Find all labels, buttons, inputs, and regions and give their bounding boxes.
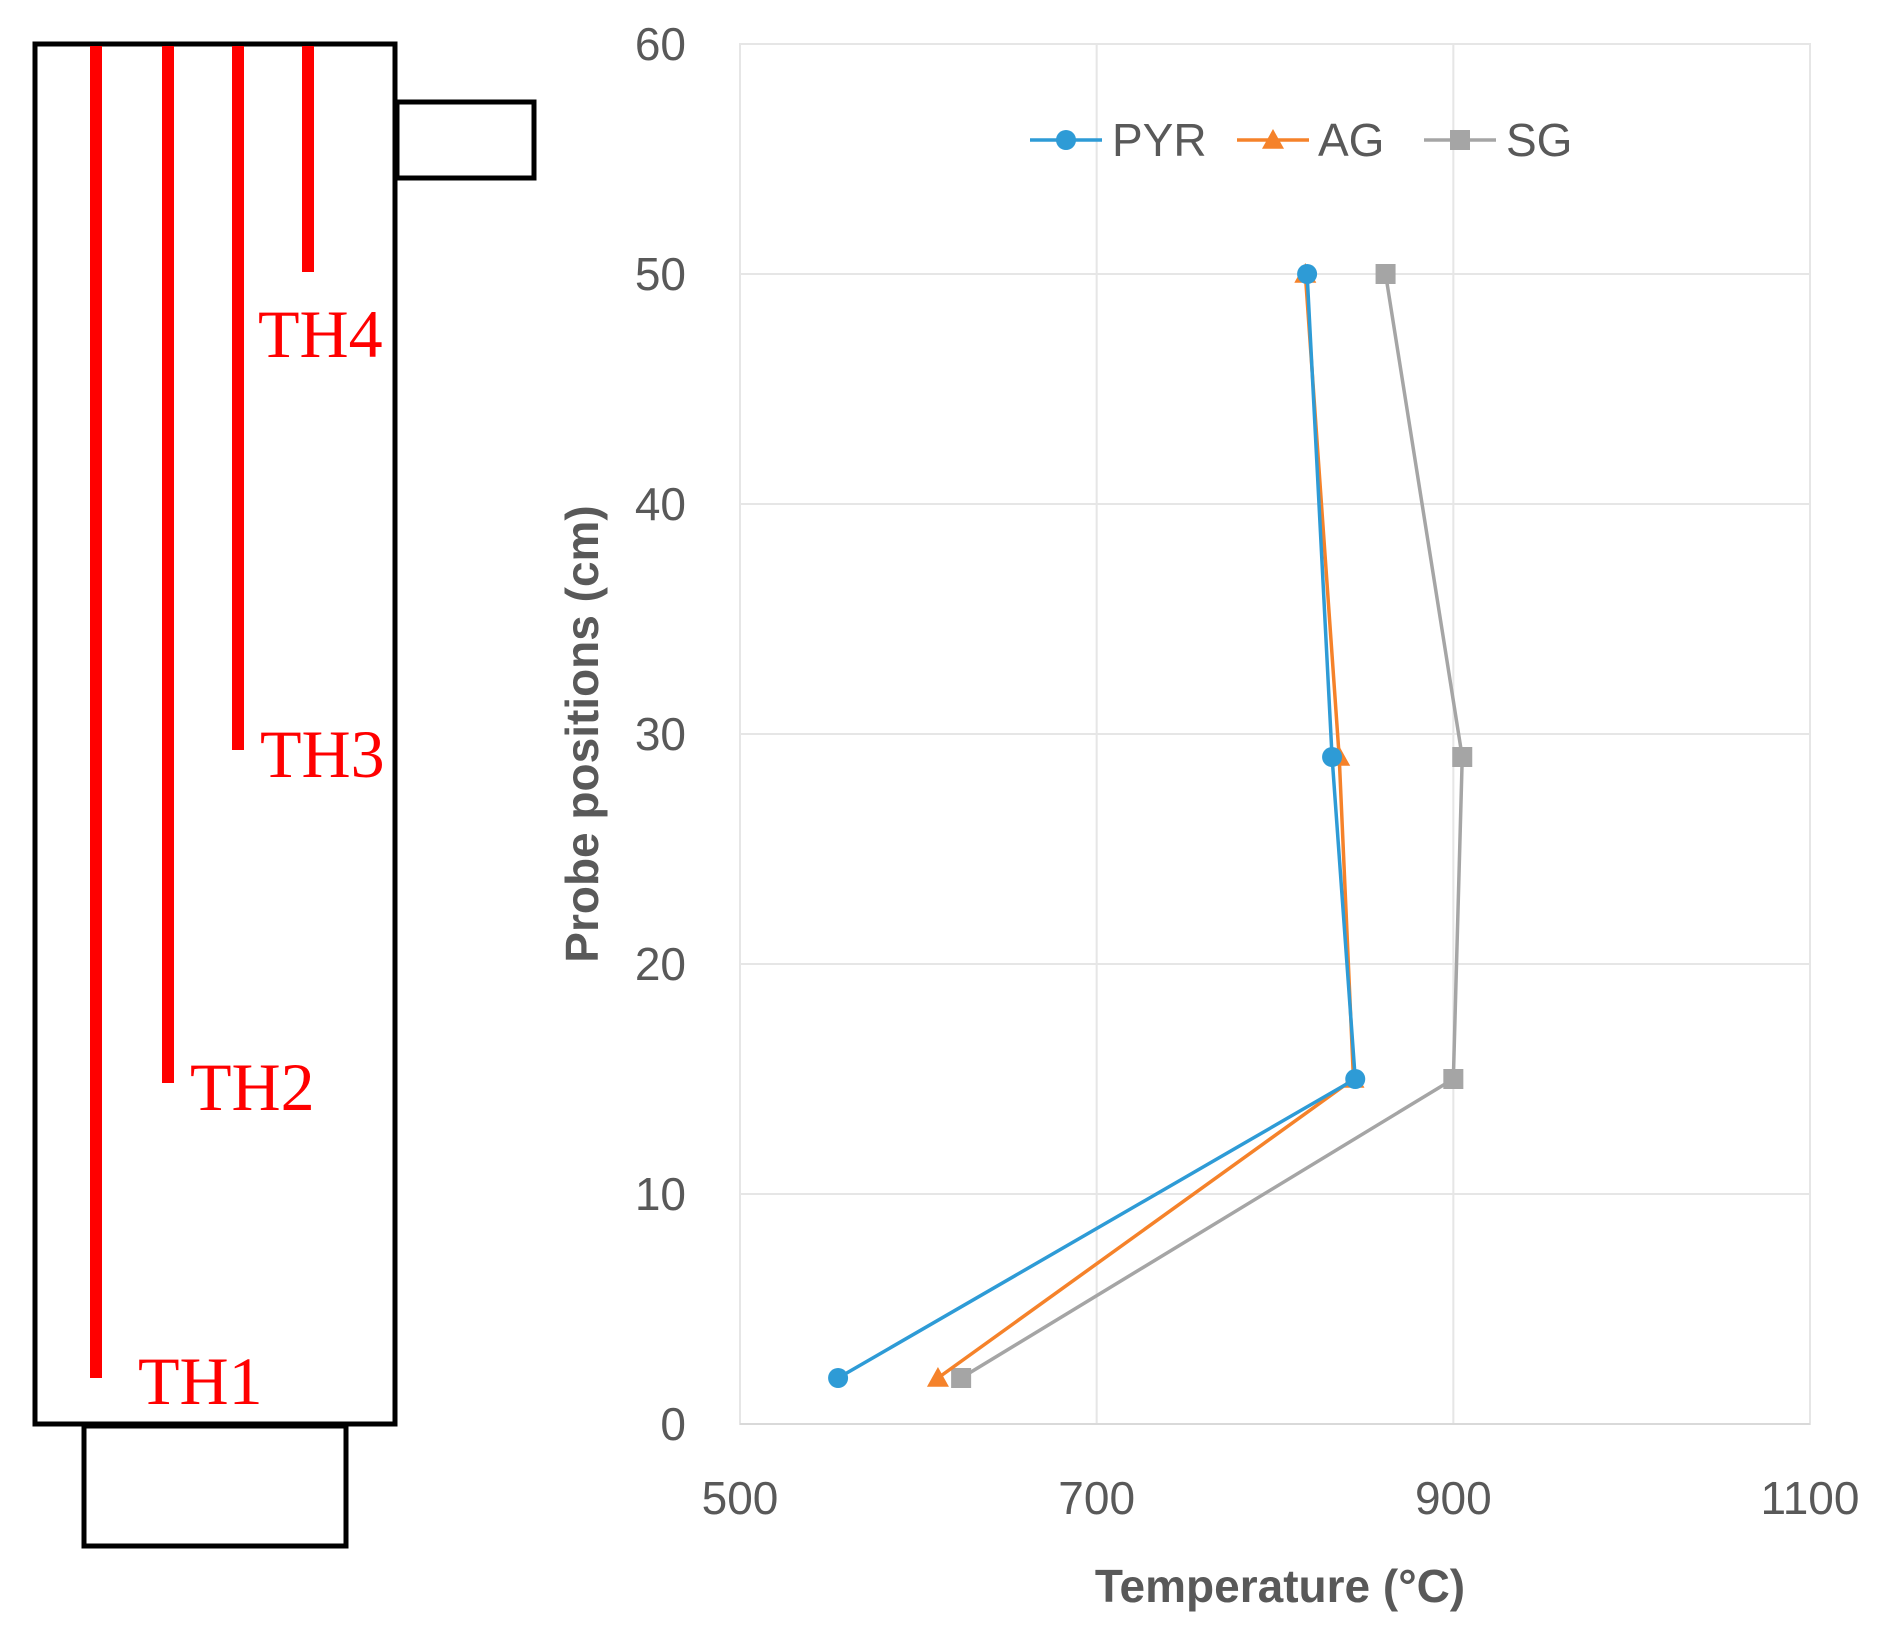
sg-line bbox=[960, 273, 1464, 1380]
sg-point bbox=[1452, 747, 1473, 767]
y-tick-label: 10 bbox=[635, 1168, 686, 1220]
ag-line bbox=[936, 273, 1356, 1380]
series-pyr bbox=[828, 264, 1366, 1388]
gridlines bbox=[740, 43, 1810, 1424]
sg-point bbox=[1443, 1069, 1464, 1089]
legend-label-pyr: PYR bbox=[1112, 114, 1207, 166]
y-axis-title: Probe positions (cm) bbox=[556, 505, 608, 962]
y-tick-label: 20 bbox=[635, 938, 686, 990]
legend-swatch-marker bbox=[1262, 129, 1284, 149]
legend-item-ag: AG bbox=[1237, 114, 1384, 166]
pyr-line bbox=[837, 273, 1357, 1380]
x-tick-label: 1100 bbox=[1761, 1472, 1860, 1524]
probe-label-th2: TH2 bbox=[190, 1049, 315, 1125]
axes: 0 10 20 30 40 50 60 500 700 900 1100 bbox=[635, 18, 1860, 1524]
legend-swatch-marker bbox=[1450, 130, 1470, 150]
pyr-point bbox=[1297, 264, 1318, 284]
probe-label-th4: TH4 bbox=[258, 296, 383, 372]
probe-label-th3: TH3 bbox=[260, 716, 385, 792]
series-ag bbox=[926, 263, 1365, 1387]
legend-swatch-marker bbox=[1056, 130, 1076, 150]
x-tick-label: 900 bbox=[1415, 1472, 1492, 1524]
side-outlet bbox=[394, 99, 537, 181]
bottom-base bbox=[81, 1423, 349, 1549]
temperature-profile-chart: 0 10 20 30 40 50 60 500 700 900 1100 Temperature (… bbox=[556, 18, 1859, 1612]
probe-label-th1: TH1 bbox=[138, 1343, 263, 1419]
pyr-point bbox=[828, 1368, 849, 1388]
legend-item-sg: SG bbox=[1424, 114, 1572, 166]
sg-point bbox=[951, 1368, 972, 1388]
legend: PYR AG SG bbox=[1030, 114, 1572, 166]
y-tick-label: 50 bbox=[635, 248, 686, 300]
legend-item-pyr: PYR bbox=[1030, 114, 1207, 166]
x-tick-label: 700 bbox=[1058, 1472, 1135, 1524]
y-tick-label: 30 bbox=[635, 708, 686, 760]
x-axis-title: Temperature (°C) bbox=[1095, 1560, 1465, 1612]
sg-point bbox=[1375, 264, 1396, 284]
pyr-point bbox=[1345, 1069, 1366, 1089]
reactor-schematic: TH1 TH2 TH3 TH4 bbox=[32, 41, 537, 1549]
series bbox=[828, 263, 1473, 1388]
ag-point bbox=[926, 1367, 949, 1387]
x-tick-label: 500 bbox=[702, 1472, 779, 1524]
legend-label-sg: SG bbox=[1506, 114, 1572, 166]
y-tick-label: 0 bbox=[660, 1398, 686, 1450]
y-tick-label: 60 bbox=[635, 18, 686, 70]
pyr-point bbox=[1322, 747, 1343, 767]
legend-label-ag: AG bbox=[1318, 114, 1384, 166]
y-tick-label: 40 bbox=[635, 478, 686, 530]
series-sg bbox=[951, 264, 1473, 1388]
